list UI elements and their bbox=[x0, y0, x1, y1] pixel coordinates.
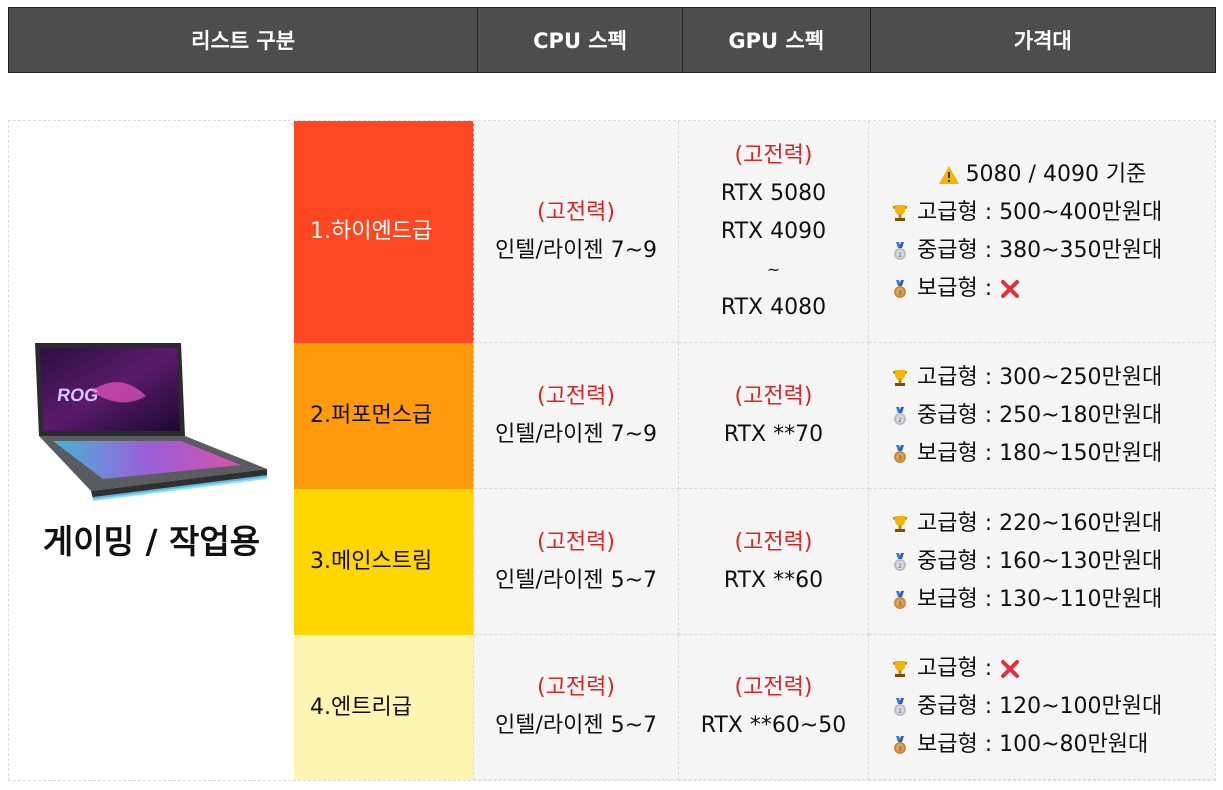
cpu-spec-cell: (고전력) 인텔/라이젠 7~9 bbox=[474, 121, 679, 343]
cpu-spec: 인텔/라이젠 5~7 bbox=[494, 567, 658, 593]
svg-text:2: 2 bbox=[898, 563, 902, 570]
silver-medal-icon: 2 bbox=[889, 240, 911, 262]
cpu-spec-cell: (고전력) 인텔/라이젠 7~9 bbox=[474, 343, 679, 489]
table-row: 4.엔트리급 (고전력) 인텔/라이젠 5~7 (고전력) RTX **60~50 고급형… bbox=[294, 635, 1215, 780]
gpu-spec-cell: (고전력) RTX 5080 RTX 4090 ~ RTX 4080 bbox=[679, 121, 869, 343]
gpu-spec-cell: (고전력) RTX **70 bbox=[679, 343, 869, 489]
cpu-spec-cell: (고전력) 인텔/라이젠 5~7 bbox=[474, 635, 679, 780]
svg-text:3: 3 bbox=[898, 455, 902, 462]
gpu-spec: RTX 4090 bbox=[720, 218, 827, 244]
price-text: 고급형 : 500~400만원대 bbox=[917, 199, 1163, 225]
gpu-power-tag: (고전력) bbox=[734, 142, 813, 168]
table-header: 리스트 구분 CPU 스펙 GPU 스펙 가격대 bbox=[8, 7, 1216, 73]
price-cell: 고급형 : 300~250만원대 2 중급형 : 250~180만원대 3 보급형 : … bbox=[869, 343, 1215, 489]
header-price-range: 가격대 bbox=[1013, 29, 1072, 53]
price-line: 2 중급형 : 120~100만원대 bbox=[889, 688, 1162, 726]
gpu-spec: RTX **60~50 bbox=[700, 713, 847, 738]
header-cpu-spec: CPU 스펙 bbox=[478, 8, 683, 72]
cpu-power-tag: (고전력) bbox=[537, 675, 615, 700]
price-text: 중급형 : 120~100만원대 bbox=[917, 694, 1163, 719]
price-line: 2 중급형 : 250~180만원대 bbox=[889, 397, 1162, 435]
tier-label: 1.하이엔드급 bbox=[294, 121, 474, 343]
svg-text:ROG: ROG bbox=[56, 385, 100, 405]
price-text: 보급형 : 180~150만원대 bbox=[917, 440, 1163, 466]
price-text: 고급형 : 220~160만원대 bbox=[917, 510, 1163, 536]
table-row: 1.하이엔드급 (고전력) 인텔/라이젠 7~9 (고전력) RTX 5080 RTX 4… bbox=[294, 121, 1215, 343]
price-line: 고급형 : 500~400만원대 bbox=[889, 194, 1162, 232]
cpu-spec: 인텔/라이젠 7~9 bbox=[494, 421, 658, 447]
bronze-medal-icon: 3 bbox=[889, 589, 911, 611]
gpu-spec: RTX 5080 bbox=[720, 180, 827, 206]
table-row: 2.퍼포먼스급 (고전력) 인텔/라이젠 7~9 (고전력) RTX **70 고급형 :… bbox=[294, 343, 1215, 489]
cpu-spec: 인텔/라이젠 7~9 bbox=[494, 237, 658, 263]
price-text: 중급형 : 160~130만원대 bbox=[917, 548, 1163, 574]
price-line: 3 보급형 : bbox=[889, 270, 1027, 308]
header-list-category: 리스트 구분 bbox=[9, 8, 479, 72]
silver-medal-icon: 2 bbox=[889, 405, 911, 427]
price-cell: 고급형 : 2 중급형 : 120~100만원대 3 보급형 : 100~80만원대 bbox=[869, 635, 1215, 780]
bronze-medal-icon: 3 bbox=[889, 278, 911, 300]
svg-text:3: 3 bbox=[898, 601, 902, 608]
cpu-power-tag: (고전력) bbox=[537, 383, 615, 409]
price-text: 보급형 : 130~110만원대 bbox=[917, 586, 1163, 612]
price-text: 고급형 : 300~250만원대 bbox=[917, 364, 1163, 390]
table-row: 3.메인스트림 (고전력) 인텔/라이젠 5~7 (고전력) RTX **60 고급형 :… bbox=[294, 489, 1215, 635]
price-text: 중급형 : 250~180만원대 bbox=[917, 402, 1163, 428]
svg-text:3: 3 bbox=[898, 746, 902, 753]
price-line: 2 중급형 : 380~350만원대 bbox=[889, 232, 1162, 270]
silver-medal-icon: 2 bbox=[889, 696, 911, 718]
price-line: 고급형 : 220~160만원대 bbox=[889, 505, 1162, 543]
category-cell: ROG 게이밍 / 작업용 bbox=[9, 121, 294, 780]
tier-label: 3.메인스트림 bbox=[294, 489, 474, 635]
gpu-power-tag: (고전력) bbox=[734, 529, 813, 555]
gpu-spec-cell: (고전력) RTX **60 bbox=[679, 489, 869, 635]
price-text: 중급형 : 380~350만원대 bbox=[917, 237, 1163, 263]
header-gpu-spec: GPU 스펙 bbox=[683, 8, 871, 72]
cpu-spec: 인텔/라이젠 5~7 bbox=[494, 713, 658, 738]
price-text: 고급형 : bbox=[917, 656, 1000, 681]
gpu-spec: RTX **70 bbox=[723, 421, 824, 447]
price-text: 보급형 : bbox=[917, 275, 1000, 301]
trophy-icon bbox=[889, 367, 911, 389]
price-note: 5080 / 4090 기준 bbox=[938, 156, 1147, 194]
category-label: 게이밍 / 작업용 bbox=[42, 522, 261, 561]
price-note-text: 5080 / 4090 기준 bbox=[965, 161, 1147, 187]
price-line: 3 보급형 : 130~110만원대 bbox=[889, 581, 1162, 619]
gpu-spec: RTX 4080 bbox=[720, 294, 827, 320]
trophy-icon bbox=[889, 513, 911, 535]
spec-table: ROG 게이밍 / 작업용 1.하이엔드급 (고전력) 인텔/라이젠 7~9 (고전력… bbox=[8, 120, 1216, 781]
bronze-medal-icon: 3 bbox=[889, 443, 911, 465]
price-line: 고급형 : 300~250만원대 bbox=[889, 359, 1162, 397]
gpu-power-tag: (고전력) bbox=[734, 383, 813, 409]
gpu-spec: ~ bbox=[766, 259, 781, 279]
gaming-laptop-icon: ROG bbox=[35, 343, 267, 501]
price-line: 고급형 : bbox=[889, 650, 1027, 688]
cpu-spec-cell: (고전력) 인텔/라이젠 5~7 bbox=[474, 489, 679, 635]
tier-label: 2.퍼포먼스급 bbox=[294, 343, 474, 489]
silver-medal-icon: 2 bbox=[889, 551, 911, 573]
price-line: 2 중급형 : 160~130만원대 bbox=[889, 543, 1162, 581]
cpu-power-tag: (고전력) bbox=[537, 199, 615, 225]
warning-icon bbox=[938, 164, 960, 186]
svg-text:2: 2 bbox=[898, 708, 902, 715]
trophy-icon bbox=[889, 658, 911, 680]
trophy-icon bbox=[889, 202, 911, 224]
svg-text:3: 3 bbox=[898, 290, 902, 297]
price-line: 3 보급형 : 180~150만원대 bbox=[889, 435, 1162, 473]
tier-label: 4.엔트리급 bbox=[294, 635, 474, 780]
price-cell: 고급형 : 220~160만원대 2 중급형 : 160~130만원대 3 보급형 : … bbox=[869, 489, 1215, 635]
price-line: 3 보급형 : 100~80만원대 bbox=[889, 726, 1148, 764]
cpu-power-tag: (고전력) bbox=[537, 529, 615, 555]
svg-text:2: 2 bbox=[898, 417, 902, 424]
gpu-power-tag: (고전력) bbox=[734, 675, 813, 700]
cross-mark-icon bbox=[999, 278, 1021, 300]
svg-text:2: 2 bbox=[898, 252, 902, 259]
price-text: 보급형 : 100~80만원대 bbox=[917, 732, 1149, 757]
bronze-medal-icon: 3 bbox=[889, 734, 911, 756]
cross-mark-icon bbox=[999, 658, 1021, 680]
gpu-spec-cell: (고전력) RTX **60~50 bbox=[679, 635, 869, 780]
gpu-spec: RTX **60 bbox=[723, 567, 824, 593]
